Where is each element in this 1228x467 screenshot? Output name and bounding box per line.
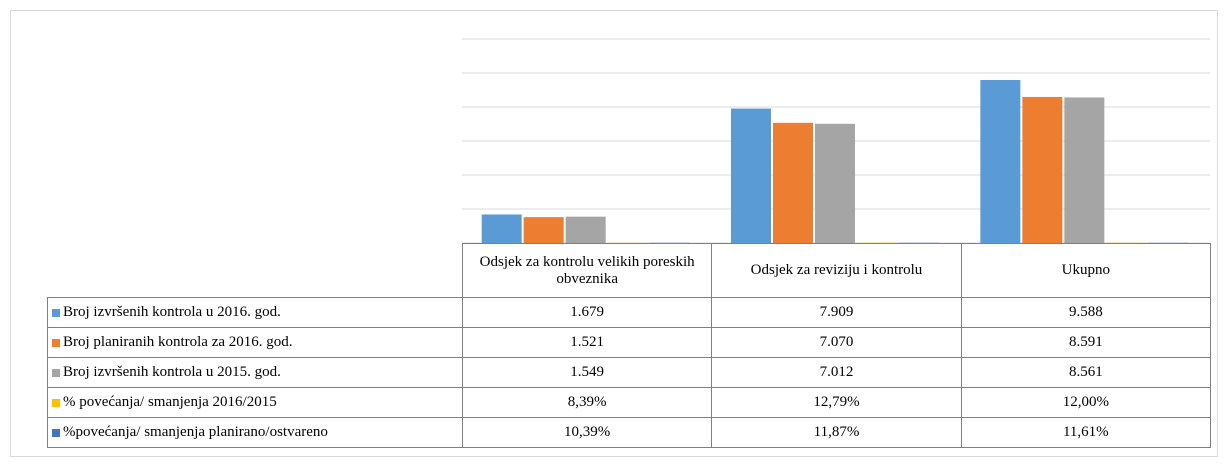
value-cell: 11,87% [711,417,962,448]
column-header: Odsjek za kontrolu velikih poreskih obve… [462,243,713,298]
bar [565,216,606,243]
legend-text: %povećanja/ smanjenja planirano/ostvaren… [63,424,328,440]
cell-text: Odsjek za kontrolu velikih poreskih obve… [479,253,695,287]
cell-text: 7.070 [819,334,854,350]
value-cell: 7.070 [711,327,962,358]
legend-text: Broj planiranih kontrola za 2016. god. [63,334,293,350]
value-cell: 7.012 [711,357,962,388]
column-header: Odsjek za reviziju i kontrolu [711,243,962,298]
legend-entry: Broj izvršenih kontrola u 2015. god. [47,357,463,388]
value-cell: 10,39% [462,417,713,448]
value-cell: 1.549 [462,357,713,388]
legend-key [52,368,60,377]
value-cell: 8.561 [960,357,1211,388]
legend-entry: Broj izvršenih kontrola u 2016. god. [47,297,463,328]
bar [773,122,813,243]
legend-key [52,428,60,437]
cell-text: 7.909 [819,304,854,320]
value-cell: 8,39% [462,387,713,418]
cell-text: 8.591 [1068,334,1103,350]
bar [1064,97,1105,243]
bar [731,108,771,243]
bar [481,214,522,243]
bar [523,217,564,243]
cell-text: 9.588 [1068,304,1103,320]
column-header: Ukupno [960,243,1211,298]
cell-text: 1.679 [570,304,605,320]
legend-entry: %povećanja/ smanjenja planirano/ostvaren… [47,417,463,448]
legend-key [52,338,60,347]
legend-entry: Broj planiranih kontrola za 2016. god. [47,327,463,358]
value-cell: 12,79% [711,387,962,418]
cell-text: 11,61% [1062,424,1109,440]
legend-text: Broj izvršenih kontrola u 2016. god. [63,304,281,320]
legend-entry: % povećanja/ smanjenja 2016/2015 [47,387,463,418]
bar [815,123,855,243]
value-cell: 9.588 [960,297,1211,328]
cell-text: 1.549 [570,364,605,380]
cell-text: Odsjek za reviziju i kontrolu [750,262,923,278]
value-cell: 1.679 [462,297,713,328]
legend-text: Broj izvršenih kontrola u 2015. god. [63,364,281,380]
value-cell: 7.909 [711,297,962,328]
value-cell: 8.591 [960,327,1211,358]
cell-text: 11,87% [813,424,860,440]
value-cell: 12,00% [960,387,1211,418]
legend-text: % povećanja/ smanjenja 2016/2015 [63,394,277,410]
value-cell: 1.521 [462,327,713,358]
cell-text: 12,79% [813,394,860,410]
legend-key [52,308,60,317]
cell-text: 1.521 [570,334,605,350]
legend-key [52,398,60,407]
cell-text: 8.561 [1068,364,1103,380]
bar [980,80,1021,243]
value-cell: 11,61% [960,417,1211,448]
cell-text: 10,39% [564,424,611,440]
cell-text: 12,00% [1062,394,1109,410]
chart-frame [10,10,1218,457]
bar [1022,96,1063,243]
cell-text: 7.012 [819,364,854,380]
cell-text: 8,39% [567,394,607,410]
cell-text: Ukupno [1061,262,1110,278]
